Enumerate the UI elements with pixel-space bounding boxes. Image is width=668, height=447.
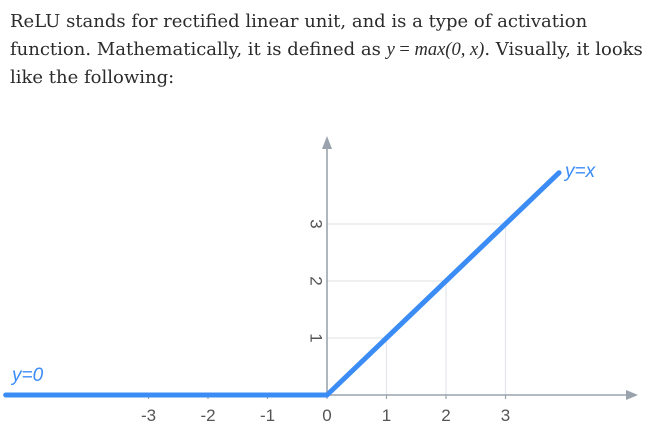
y-tick-label: 3 [307, 219, 326, 228]
intro-paragraph: ReLU stands for rectified linear unit, a… [10, 8, 660, 92]
x-tick-label: -3 [141, 406, 156, 425]
annotation-y-equals-0: y=0 [10, 365, 44, 386]
y-tick-label: 2 [307, 276, 326, 285]
formula: y = max(0, x) [387, 40, 485, 60]
y-axis-arrow [322, 136, 332, 149]
formula-rhs: max(0, x) [414, 40, 485, 60]
intro-text-2: . Visually, it looks like the following: [10, 39, 643, 88]
relu-chart: -3 -2 -1 0 1 2 3 1 2 3 y=0 y=x [0, 100, 668, 443]
x-tick-label: -2 [200, 406, 215, 425]
x-tick-label: 0 [322, 406, 331, 425]
x-tick-label: -1 [260, 406, 275, 425]
annotation-y-equals-x: y=x [563, 161, 597, 182]
y-tick-label: 1 [307, 333, 326, 342]
formula-lhs: y [386, 40, 395, 60]
x-tick-label: 3 [501, 406, 510, 425]
x-tick-label: 2 [441, 406, 450, 425]
x-axis-arrow [626, 390, 638, 400]
x-tick-label: 1 [382, 406, 391, 425]
formula-eq: = [399, 40, 410, 60]
series-line-y-equals-x [324, 170, 562, 398]
intro-text-1: ReLU stands for rectified linear unit, a… [10, 11, 588, 60]
relu-chart-svg: -3 -2 -1 0 1 2 3 1 2 3 y=0 y=x [3, 136, 638, 425]
